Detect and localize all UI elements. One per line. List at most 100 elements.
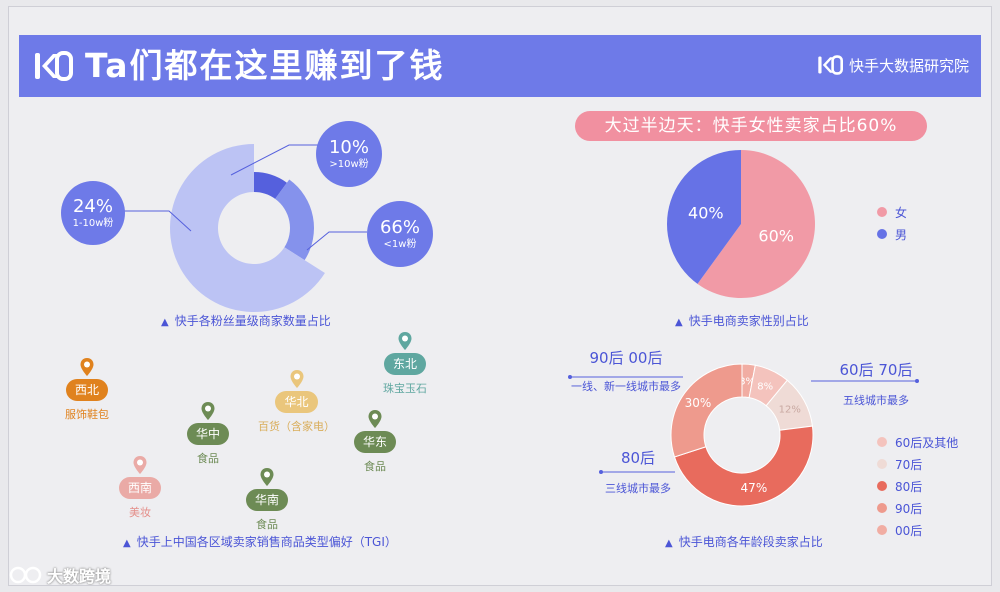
region-goods: 美妆 [129, 506, 151, 519]
location-pin-icon [80, 358, 94, 376]
fans-slice-0 [254, 172, 287, 199]
bubble-pct: 66% [379, 216, 420, 238]
bubble-sub: <1w粉 [383, 238, 417, 250]
legend-item-male: 男 [877, 223, 907, 245]
caption-text: 快手上中国各区域卖家销售商品类型偏好（TGI） [136, 535, 397, 549]
caption-text: 快手电商各年龄段卖家占比 [678, 535, 823, 549]
gender-banner: 大过半边天：快手女性卖家占比60% [575, 111, 927, 141]
location-pin-icon [290, 370, 303, 388]
gender-slice-label-1: 40% [688, 204, 724, 223]
region-goods: 服饰鞋包 [65, 408, 109, 421]
region-goods: 百货（含家电） [258, 420, 335, 433]
legend-swatch [877, 503, 887, 513]
triangle-icon: ▲ [665, 538, 673, 549]
region-label: 华南 [246, 489, 289, 511]
infographic-frame: Ta们都在这里赚到了钱 快手大数据研究院 10% >10w粉 24% 1-10w… [8, 6, 992, 586]
age-slice-label-1: 12% [779, 405, 801, 416]
region-goods: 食品 [256, 518, 278, 531]
fans-donut-chart [170, 144, 325, 312]
age-donut-chart: 3% 8% 12% 47% 30% [670, 363, 814, 507]
region-south: 华南 食品 [246, 467, 289, 532]
age-slice-3 [670, 363, 743, 458]
region-caption: ▲ 快手上中国各区域卖家销售商品类型偏好（TGI） [123, 533, 397, 550]
bubble-sub: 1-10w粉 [72, 217, 114, 229]
fans-slice-2 [170, 144, 325, 312]
annotation-title: 90后 00后 [589, 349, 663, 367]
caption-text: 快手各粉丝量级商家数量占比 [174, 314, 331, 328]
watermark: 大数跨境 [9, 563, 112, 586]
annotation-title: 80后 [620, 449, 656, 467]
gender-caption: ▲ 快手电商卖家性别占比 [675, 312, 809, 329]
legend-label: 00后 [895, 523, 923, 538]
triangle-icon: ▲ [123, 538, 131, 549]
watermark-logo-icon [9, 566, 42, 584]
annotation-text: 五线城市最多 [843, 394, 909, 407]
age-slice-label-2: 47% [741, 481, 768, 495]
leader-line-10 [230, 144, 321, 176]
gender-legend: 女 男 [877, 201, 907, 245]
annotation-text: 一线、新一线城市最多 [571, 380, 681, 393]
region-north: 华北 百货（含家电） [258, 369, 335, 434]
fans-caption: ▲ 快手各粉丝量级商家数量占比 [161, 312, 331, 329]
annotation-dot [915, 379, 919, 383]
gender-slice-label-0: 60% [758, 226, 794, 245]
legend-item-00s: 00后 [877, 519, 958, 541]
region-label: 华北 [275, 391, 318, 413]
location-pin-icon [398, 332, 412, 350]
brand-logo-icon [818, 55, 843, 75]
age-annotation-90-00: 90后 00后 一线、新一线城市最多 [565, 347, 687, 394]
fans-slice-1 [275, 179, 314, 261]
fans-bubble-10: 10% >10w粉 [316, 121, 382, 187]
legend-swatch [877, 459, 887, 469]
legend-label: 男 [895, 227, 908, 242]
legend-item-90s: 90后 [877, 497, 958, 519]
age-slice-2 [673, 425, 814, 507]
region-goods: 食品 [364, 460, 386, 473]
annotation-title: 60后 70后 [839, 361, 913, 379]
region-northwest: 西北 服饰鞋包 [65, 357, 109, 422]
legend-item-80s: 80后 [877, 475, 958, 497]
region-goods: 食品 [197, 452, 219, 465]
age-caption: ▲ 快手电商各年龄段卖家占比 [665, 533, 823, 550]
leader-line-66 [306, 231, 367, 251]
legend-label: 90后 [895, 501, 923, 516]
region-central: 华中 食品 [187, 401, 230, 466]
legend-label: 80后 [895, 479, 923, 494]
region-northeast: 东北 珠宝玉石 [383, 331, 427, 396]
age-slice-label-0: 8% [757, 382, 773, 393]
location-pin-icon [260, 468, 274, 486]
age-annotation-lines [568, 375, 919, 474]
annotation-text: 三线城市最多 [605, 482, 671, 495]
gender-slice-0 [697, 150, 815, 298]
age-annotation-60-70: 60后 70后 五线城市最多 [835, 359, 917, 408]
region-goods: 珠宝玉石 [383, 382, 427, 395]
location-pin-icon [368, 410, 382, 428]
fans-leader-lines [119, 144, 367, 251]
region-east: 华东 食品 [354, 409, 397, 474]
legend-swatch [877, 481, 887, 491]
region-label: 西南 [119, 477, 162, 499]
age-annotation-80: 80后 三线城市最多 [599, 447, 677, 496]
region-label: 东北 [383, 353, 426, 375]
caption-text: 快手电商卖家性别占比 [688, 314, 809, 328]
header-bar: Ta们都在这里赚到了钱 快手大数据研究院 [19, 35, 981, 97]
legend-swatch [877, 437, 887, 447]
triangle-icon: ▲ [675, 317, 683, 328]
age-slice-label-4: 3% [739, 377, 755, 388]
legend-swatch [877, 229, 887, 239]
region-southwest: 西南 美妆 [119, 455, 162, 520]
legend-item-female: 女 [877, 201, 907, 223]
legend-swatch [877, 525, 887, 535]
legend-item-70s: 70后 [877, 453, 958, 475]
bubble-pct: 24% [72, 195, 113, 217]
fans-bubble-66: 66% <1w粉 [367, 201, 433, 267]
watermark-text: 大数跨境 [47, 567, 112, 586]
region-label: 西北 [65, 379, 108, 401]
location-pin-icon [133, 456, 147, 474]
age-legend: 60后及其他 70后 80后 90后 00后 [877, 431, 958, 541]
region-label: 华中 [187, 423, 230, 445]
legend-label: 70后 [895, 457, 923, 472]
brand: 快手大数据研究院 [817, 53, 969, 77]
triangle-icon: ▲ [161, 317, 169, 328]
legend-label: 女 [895, 205, 908, 220]
